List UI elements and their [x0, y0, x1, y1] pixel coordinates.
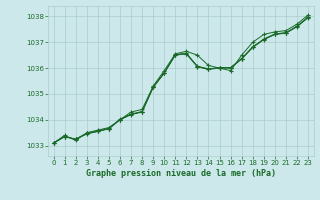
X-axis label: Graphe pression niveau de la mer (hPa): Graphe pression niveau de la mer (hPa) — [86, 169, 276, 178]
